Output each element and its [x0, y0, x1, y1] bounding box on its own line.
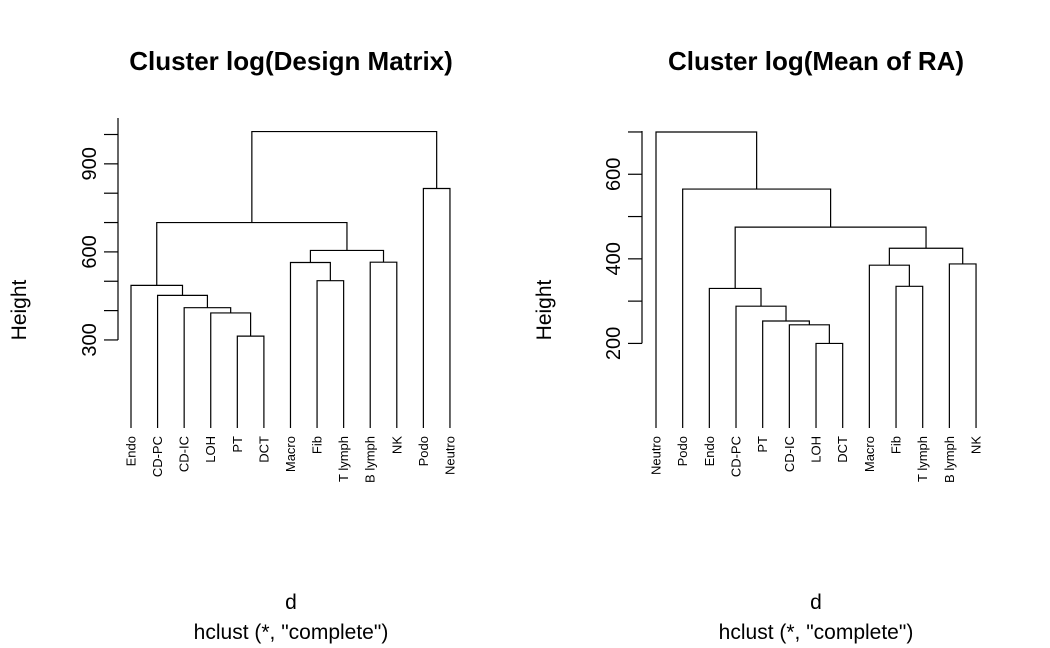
y-tick-label: 900: [79, 147, 101, 180]
leaf-label: CD-PC: [150, 436, 165, 477]
leaf-label: DCT: [256, 436, 271, 463]
merge-branch: [183, 307, 232, 428]
leaf-label: B lymph: [363, 436, 378, 483]
leaf-labels: Neutro Podo Endo CD-PC PT CD-IC LOH DCT Macro Fib…: [649, 436, 984, 483]
merge-branch: [788, 324, 830, 428]
merge-branch: [236, 335, 265, 428]
merge-branch: [815, 342, 844, 428]
merge-branch: [156, 221, 348, 286]
merge-branch: [868, 264, 910, 428]
merge-branch: [156, 294, 209, 428]
leaf-label: Neutro: [649, 436, 664, 475]
leaf-label: Endo: [702, 436, 717, 466]
y-tick-label: 400: [603, 242, 625, 275]
merge-branch: [422, 187, 451, 428]
merge-branch: [316, 280, 345, 428]
leaf-labels: Endo CD-PC CD-IC LOH PT DCT Macro Fib T lymph B l…: [124, 436, 458, 483]
y-tick-label: 300: [79, 323, 101, 356]
chart-title: Cluster log(Design Matrix): [129, 46, 453, 76]
chart-title: Cluster log(Mean of RA): [668, 46, 964, 76]
merge-branch: [130, 284, 184, 428]
y-axis-label: Height: [533, 279, 556, 340]
merge-branch: [735, 305, 787, 428]
leaf-label: Macro: [283, 436, 298, 472]
y-tick-label: 200: [603, 327, 625, 360]
merge-branch: [895, 285, 924, 428]
leaf-label: DCT: [835, 436, 850, 463]
x-axis-label: d: [285, 591, 297, 614]
leaf-label: CD-PC: [729, 436, 744, 477]
merge-branch: [948, 263, 977, 428]
dendrogram-tree: [655, 131, 977, 428]
leaf-label: Podo: [675, 436, 690, 466]
dendrogram-panel-design-matrix: Cluster log(Design Matrix) Height d hclu…: [8, 46, 457, 644]
merge-branch: [251, 130, 438, 223]
leaf-label: CD-IC: [177, 436, 192, 472]
merge-branch: [762, 320, 810, 428]
leaf-label: Fib: [889, 436, 904, 454]
leaf-label: Endo: [124, 436, 139, 466]
leaf-label: NK: [389, 436, 404, 454]
merge-branch: [655, 131, 758, 428]
leaf-label: CD-IC: [782, 436, 797, 472]
merge-branch: [734, 226, 927, 289]
leaf-label: T lymph: [915, 436, 930, 482]
method-sublabel: hclust (*, "complete"): [194, 621, 389, 644]
merge-branch: [369, 261, 398, 428]
merge-branch: [210, 312, 252, 428]
leaf-label: LOH: [809, 436, 824, 463]
dendrogram-tree: [130, 130, 451, 428]
y-axis: 300 600 900: [79, 118, 119, 357]
dendrogram-panel-mean-of-ra: Cluster log(Mean of RA) Height d hclust …: [533, 46, 984, 644]
y-tick-label: 600: [603, 158, 625, 191]
x-axis-label: d: [810, 591, 822, 614]
y-tick-label: 600: [79, 235, 101, 268]
merge-branch: [888, 247, 964, 266]
merge-branch: [289, 261, 331, 428]
leaf-label: Macro: [862, 436, 877, 472]
merge-branch: [309, 249, 385, 263]
leaf-label: LOH: [203, 436, 218, 463]
merge-branch: [708, 287, 762, 428]
y-axis-label: Height: [8, 279, 31, 340]
y-axis: 200 400 600: [603, 131, 643, 360]
leaf-label: PT: [230, 436, 245, 453]
merge-branch: [682, 188, 832, 428]
leaf-label: B lymph: [942, 436, 957, 483]
leaf-label: PT: [755, 436, 770, 453]
leaf-label: Neutro: [442, 436, 457, 475]
leaf-label: T lymph: [336, 436, 351, 482]
method-sublabel: hclust (*, "complete"): [719, 621, 914, 644]
leaf-label: Fib: [310, 436, 325, 454]
leaf-label: NK: [969, 436, 984, 454]
leaf-label: Podo: [416, 436, 431, 466]
